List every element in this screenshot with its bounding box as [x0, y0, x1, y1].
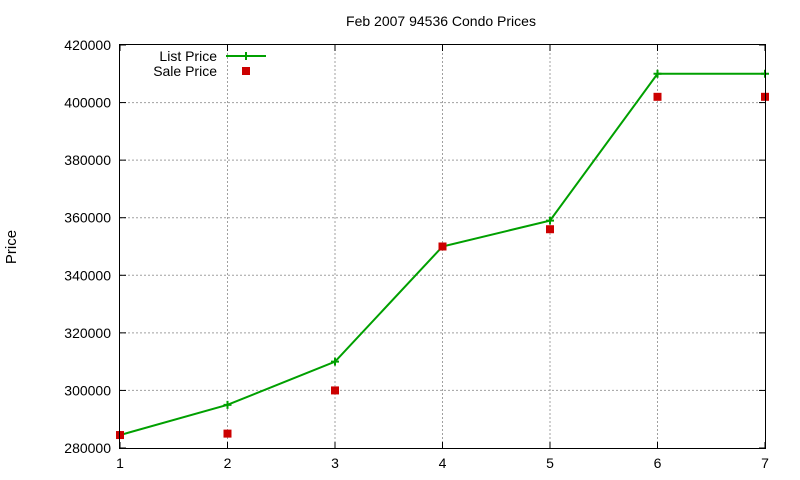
- x-tick-label: 3: [331, 455, 339, 471]
- x-tick-label: 2: [224, 455, 232, 471]
- sale-price-point: [223, 429, 232, 438]
- legend-marker-sale-price: [242, 67, 250, 75]
- legend-label-sale-price: Sale Price: [153, 63, 217, 79]
- grid-layer: [120, 45, 765, 448]
- x-tick-label: 1: [116, 455, 124, 471]
- list-price-point: [653, 69, 662, 78]
- y-tick-label: 420000: [64, 37, 111, 53]
- legend-marker-list-price: [242, 52, 250, 60]
- legend-label-list-price: List Price: [159, 48, 217, 64]
- y-tick-label: 400000: [64, 95, 111, 111]
- y-tick-label: 320000: [64, 325, 111, 341]
- y-tick-label: 380000: [64, 152, 111, 168]
- x-tick-label: 4: [439, 455, 447, 471]
- sale-price-point: [546, 225, 554, 234]
- x-tick-label: 5: [546, 455, 554, 471]
- y-tick-label: 280000: [64, 440, 111, 456]
- sale-price-point: [331, 386, 339, 395]
- x-tick-label: 7: [761, 455, 769, 471]
- x-tick-label: 6: [654, 455, 662, 471]
- y-axis-label: Price: [3, 230, 20, 264]
- y-tick-label: 300000: [64, 382, 111, 398]
- list-price-point: [223, 400, 232, 409]
- plot-frame: [119, 44, 766, 449]
- sale-price-point: [438, 242, 447, 251]
- legend: List Price Sale Price: [153, 48, 266, 79]
- y-tick-label: 360000: [64, 210, 111, 226]
- chart-title: Feb 2007 94536 Condo Prices: [346, 13, 536, 29]
- sale-price-point: [653, 92, 662, 101]
- list-price-point: [546, 216, 554, 225]
- tick-layer: 280000 300000 320000 340000 360000 380000 4000…: [64, 37, 769, 471]
- list-price-point: [331, 357, 339, 366]
- y-tick-label: 340000: [64, 267, 111, 283]
